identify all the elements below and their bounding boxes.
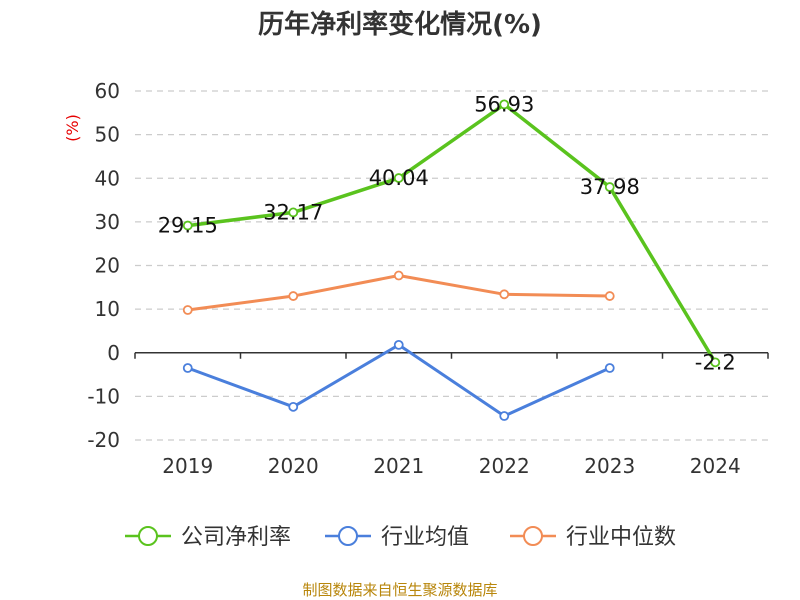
series-line-industry-median: [187, 274, 610, 312]
series-lines: [182, 99, 721, 421]
y-tick-label: 10: [95, 297, 120, 321]
data-label: 40.04: [369, 166, 429, 190]
legend-marker: [338, 526, 358, 546]
legend-marker: [138, 526, 158, 546]
x-tick-label: 2022: [479, 454, 530, 478]
y-axis-unit-label: (%): [63, 114, 82, 142]
data-label: 29.15: [158, 214, 218, 238]
data-labels: 29.15 32.17 40.04 56.93 37.98 -2.2: [158, 92, 736, 374]
data-point: [499, 411, 510, 421]
data-label: 56.93: [474, 92, 534, 116]
data-point: [288, 401, 299, 412]
legend: 公司净利率 行业均值 行业中位数: [125, 525, 676, 550]
legend-label: 行业均值: [381, 525, 469, 550]
x-tick-label: 2023: [584, 454, 635, 478]
y-tick-label: 50: [95, 123, 120, 147]
x-tick-label: 2019: [162, 454, 213, 478]
legend-label: 行业中位数: [566, 525, 676, 550]
legend-label: 公司净利率: [181, 525, 291, 550]
data-label: 37.98: [580, 175, 640, 199]
series-line-company: [187, 102, 717, 364]
y-tick-label: 40: [95, 166, 120, 190]
data-point: [182, 220, 193, 231]
data-point: [182, 363, 193, 373]
data-point: [604, 363, 615, 373]
y-tick-label: 30: [95, 210, 120, 234]
data-point: [604, 182, 615, 192]
y-tick-label: 60: [95, 79, 120, 103]
chart-title: 历年净利率变化情况(%): [258, 9, 542, 40]
data-label: -2.2: [695, 350, 736, 374]
data-point: [393, 339, 404, 350]
data-point: [288, 207, 299, 218]
x-tick-label: 2024: [690, 454, 741, 478]
source-note: 制图数据来自恒生聚源数据库: [302, 581, 497, 599]
axes: 60 50 40 30 20 10 0 -10 -20 2019 2020 2021 2022 2023 2…: [87, 79, 769, 478]
data-label: 32.17: [263, 200, 323, 224]
data-point: [710, 357, 721, 368]
y-tick-label: 20: [95, 254, 120, 278]
legend-marker: [523, 526, 543, 546]
data-point: [393, 173, 404, 183]
x-tick-label: 2020: [268, 454, 319, 478]
data-point: [604, 291, 615, 301]
data-point: [182, 305, 193, 315]
y-tick-label: -20: [87, 428, 120, 452]
data-point: [499, 289, 510, 300]
data-point: [499, 99, 510, 110]
data-point: [393, 270, 404, 281]
data-point: [288, 291, 299, 301]
series-line-industry-mean: [187, 343, 611, 418]
y-tick-label: 0: [107, 341, 120, 365]
y-tick-label: -10: [87, 384, 120, 408]
x-tick-label: 2021: [373, 454, 424, 478]
